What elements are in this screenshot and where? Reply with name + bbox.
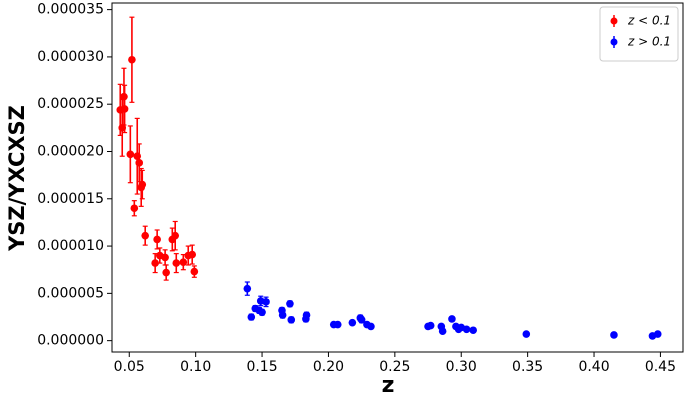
y-tick-label: 0.000000 [37, 333, 104, 349]
plot-frame [111, 2, 684, 353]
point [135, 159, 144, 167]
y-tick-label: 0.000015 [37, 191, 104, 207]
point [610, 331, 618, 339]
point [522, 330, 531, 338]
x-tick-label: 0.45 [645, 359, 676, 375]
y-tick-label: 0.000020 [37, 143, 104, 159]
point [126, 150, 135, 159]
x-tick-label: 0.10 [180, 359, 211, 375]
point [287, 316, 296, 324]
point [469, 326, 477, 335]
x-tick-label: 0.25 [379, 359, 410, 375]
point [138, 180, 147, 189]
point [162, 268, 170, 277]
legend-label: z > 0.1 [627, 35, 671, 49]
point [190, 267, 199, 276]
y-axis-label: YSZ/YXCXSZ [5, 105, 29, 252]
point [172, 259, 181, 267]
y-tick-label: 0.000005 [37, 285, 104, 301]
point [357, 316, 366, 324]
point [171, 231, 180, 240]
point [128, 55, 136, 64]
point [161, 253, 169, 262]
point [367, 322, 375, 331]
x-tick-label: 0.30 [446, 359, 477, 375]
point [448, 315, 456, 323]
point [130, 204, 139, 213]
point [262, 298, 270, 306]
point [258, 308, 266, 317]
point [188, 250, 197, 259]
point [151, 259, 159, 267]
point [348, 318, 357, 327]
point [247, 313, 256, 321]
point [333, 320, 342, 329]
point [653, 330, 662, 338]
point [153, 235, 161, 244]
legend-marker [610, 38, 618, 46]
point [302, 311, 311, 319]
point [141, 231, 149, 240]
legend-label: z < 0.1 [627, 14, 671, 28]
x-tick-label: 0.15 [246, 359, 277, 375]
x-tick-label: 0.40 [578, 359, 609, 375]
legend-marker [610, 17, 618, 25]
point [426, 321, 435, 330]
point [438, 327, 447, 335]
point [462, 325, 471, 334]
x-axis-label: z [382, 373, 395, 397]
point [278, 311, 287, 319]
x-tick-label: 0.35 [512, 359, 543, 375]
point [120, 105, 129, 113]
y-tick-label: 0.000025 [37, 96, 104, 112]
point [286, 299, 294, 308]
y-tick-label: 0.000035 [37, 2, 104, 18]
y-tick-label: 0.000030 [37, 49, 104, 65]
y-tick-label: 0.000010 [37, 238, 104, 254]
point [179, 258, 188, 266]
point [243, 284, 252, 293]
x-tick-label: 0.05 [114, 359, 145, 375]
legend-box [599, 6, 679, 62]
x-tick-label: 0.20 [313, 359, 344, 375]
